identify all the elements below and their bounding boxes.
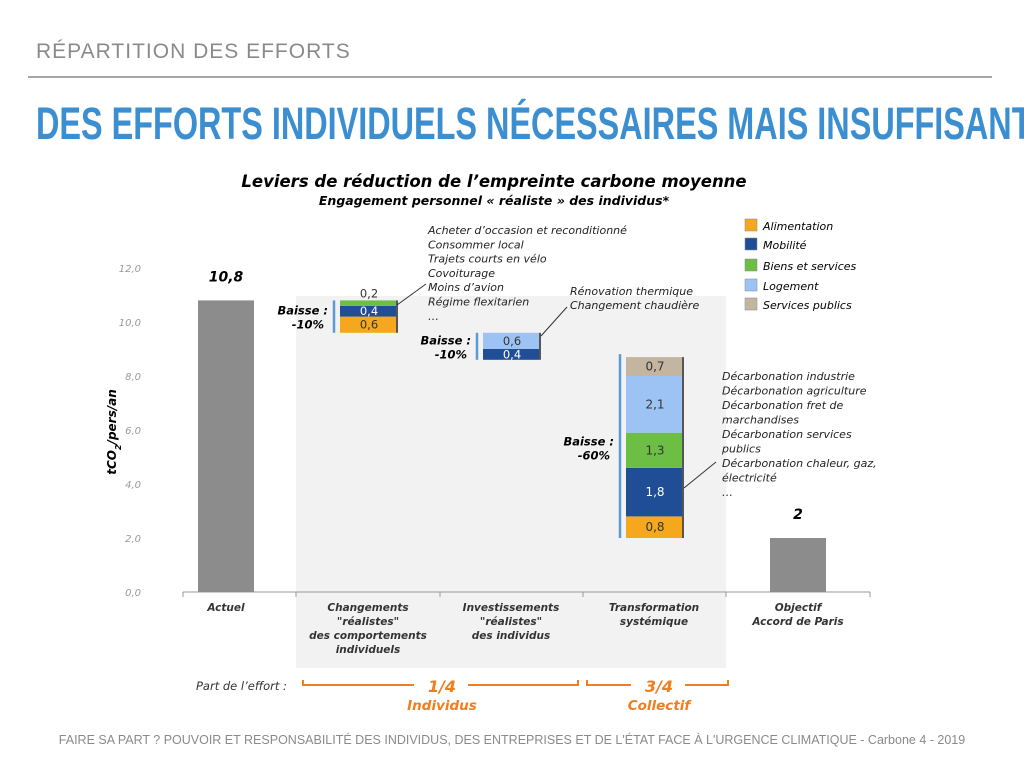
bar-segment <box>626 357 682 376</box>
legend-label: Mobilité <box>763 239 807 252</box>
bar-segment <box>483 349 539 360</box>
segment-label: 0,2 <box>360 286 378 300</box>
x-tick-label: Changements <box>327 602 408 614</box>
x-tick-label: Transformation <box>609 602 699 614</box>
effort-fraction: 3/4 <box>645 677 673 696</box>
header-divider <box>28 76 992 78</box>
y-tick-label: 0,0 <box>125 588 141 599</box>
segment-label: 0,7 <box>645 360 664 374</box>
annotation-text: Décarbonation chaleur, gaz, <box>722 457 877 470</box>
bar-segment <box>626 376 682 433</box>
annotation-text: … <box>722 486 733 499</box>
segment-label: 2,1 <box>645 397 664 411</box>
slide-title: DES EFFORTS INDIVIDUELS NÉCESSAIRES MAIS… <box>36 98 1024 149</box>
annotation-text: Acheter d’occasion et reconditionné <box>427 224 627 237</box>
annotation-text: … <box>428 310 439 323</box>
section-kicker: RÉPARTITION DES EFFORTS <box>36 40 351 63</box>
segment-label: 0,6 <box>503 334 521 348</box>
annotation-text: Moins d’avion <box>428 281 504 294</box>
legend-label: Biens et services <box>763 260 857 273</box>
chart-subtitle: Engagement personnel « réaliste » des in… <box>319 193 670 208</box>
effort-group-name: Individus <box>407 698 477 714</box>
annotation-text: électricité <box>722 472 777 485</box>
y-tick-label: 2,0 <box>125 534 141 545</box>
x-tick-label: Accord de Paris <box>751 616 843 628</box>
annotation-text: Consommer local <box>428 238 524 251</box>
x-tick-label: Actuel <box>206 602 245 614</box>
effort-bracket <box>302 680 579 686</box>
legend-label: Alimentation <box>762 220 833 233</box>
bar-segment <box>483 332 539 349</box>
annotation-text: Décarbonation services <box>722 428 852 441</box>
y-tick-label: 4,0 <box>125 480 141 491</box>
y-tick-label: 10,0 <box>119 318 141 329</box>
bar-segment <box>626 467 682 517</box>
y-tick-label: 12,0 <box>119 264 141 275</box>
x-tick-label: Investissements <box>463 602 560 614</box>
legend-swatch <box>744 218 758 232</box>
segment-label: 1,3 <box>645 443 664 457</box>
y-tick-label: 6,0 <box>125 426 141 437</box>
x-tick-label: Objectif <box>775 602 823 614</box>
effort-fraction: 1/4 <box>428 677 456 696</box>
legend-swatch <box>744 278 758 292</box>
chart-title: Leviers de réduction de l’empreinte carb… <box>241 172 746 191</box>
segment-label: 1,8 <box>645 485 664 499</box>
baisse-value: -10% <box>435 347 467 361</box>
annotation-text: Régime flexitarien <box>428 296 529 309</box>
annotation-leader <box>540 306 568 337</box>
annotation-text: Décarbonation fret de <box>722 399 843 412</box>
segment-label: 0,6 <box>360 318 378 332</box>
effort-bracket <box>586 680 729 686</box>
annotation-leader <box>683 461 717 489</box>
baisse-label: Baisse : <box>277 304 328 318</box>
segment-label: 0,4 <box>503 347 521 361</box>
bar-total <box>770 538 826 592</box>
x-tick-label: individuels <box>336 644 401 656</box>
baisse-label: Baisse : <box>563 435 614 449</box>
segment-label: 0,4 <box>360 304 378 318</box>
y-tick-label: 8,0 <box>125 372 141 383</box>
bar-segment <box>340 300 396 306</box>
annotation-text: Décarbonation agriculture <box>722 385 867 398</box>
bar-segment <box>340 305 396 317</box>
bar-total-label: 2 <box>793 507 803 523</box>
baisse-value: -60% <box>578 449 610 463</box>
bar-total-label: 10,8 <box>209 269 244 285</box>
x-tick-label: systémique <box>620 616 688 628</box>
bar-segment <box>626 432 682 468</box>
annotation-text: marchandises <box>722 414 799 427</box>
legend-swatch <box>744 258 758 272</box>
baisse-value: -10% <box>292 318 324 332</box>
effort-label: Part de l’effort : <box>196 679 287 693</box>
bar-total <box>198 300 254 592</box>
annotation-text: Décarbonation industrie <box>722 370 855 383</box>
legend-label: Services publics <box>763 299 852 312</box>
legend-swatch <box>744 237 758 251</box>
legend-label: Logement <box>763 280 819 293</box>
bar-segment <box>626 516 682 538</box>
y-axis-label: tCO2/pers/an <box>105 389 123 475</box>
bar-segment <box>340 316 396 333</box>
annotation-text: Rénovation thermique <box>570 285 693 298</box>
baisse-label: Baisse : <box>420 333 471 347</box>
segment-label: 0,8 <box>645 520 664 534</box>
x-tick-label: "réalistes" <box>480 616 542 628</box>
annotation-text: Covoiturage <box>428 267 495 280</box>
effort-group-name: Collectif <box>628 698 693 714</box>
annotation-text: publics <box>721 443 761 456</box>
annotation-text: Trajets courts en vélo <box>428 253 547 266</box>
x-tick-label: des comportements <box>309 630 427 642</box>
x-tick-label: "réalistes" <box>337 616 399 628</box>
footer-citation: FAIRE SA PART ? POUVOIR ET RESPONSABILIT… <box>58 733 966 747</box>
x-tick-label: des individus <box>472 630 550 642</box>
annotation-leader <box>396 283 427 306</box>
annotation-text: Changement chaudière <box>570 299 699 312</box>
legend-swatch <box>744 297 758 311</box>
